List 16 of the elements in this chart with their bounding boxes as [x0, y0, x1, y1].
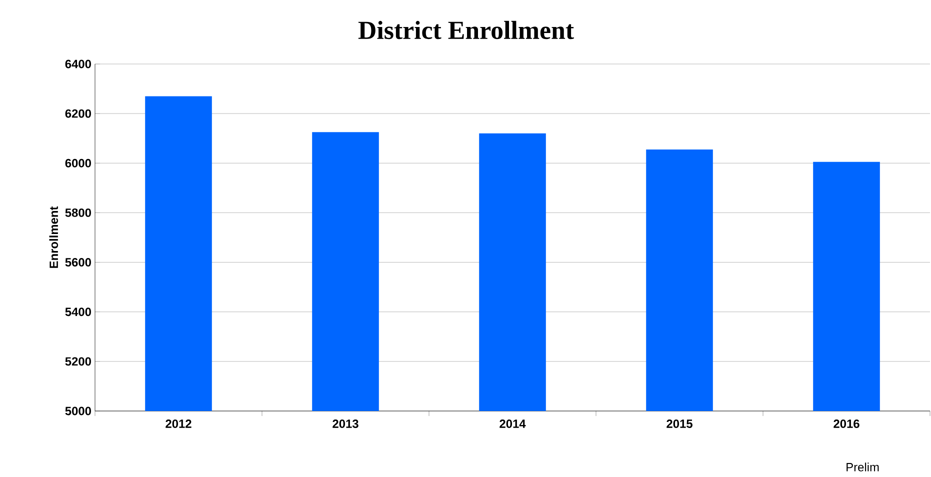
x-tick-label: 2014	[500, 420, 526, 428]
y-tick-label: 5000	[65, 406, 91, 416]
x-tick-label: 2013	[332, 420, 358, 428]
x-tick-label: 2016	[834, 420, 860, 428]
text: Prelim	[846, 462, 879, 472]
y-tick-label: 6400	[65, 60, 91, 68]
y-tick-label: 6200	[65, 109, 91, 118]
y-tick-label: 5200	[65, 357, 91, 366]
y-axis-title: Enrollment	[49, 206, 58, 268]
y-tick-label: 5800	[65, 208, 91, 217]
x-tick-label: 2015	[666, 420, 692, 428]
y-tick-label: 5400	[65, 308, 91, 316]
chart-title: District Enrollment	[358, 20, 574, 40]
y-tick-label: 6000	[65, 158, 91, 168]
y-tick-label: 5600	[65, 258, 91, 267]
x-tick-label: 2012	[166, 420, 192, 428]
